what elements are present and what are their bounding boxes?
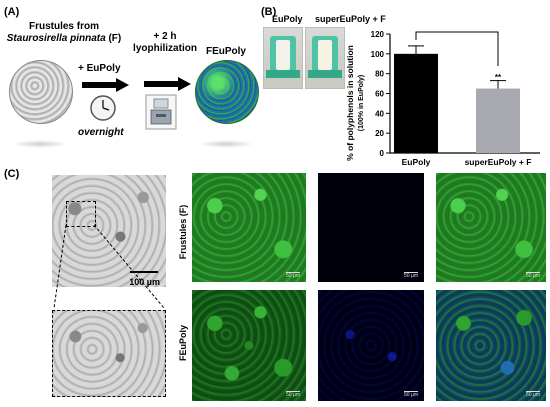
bar (476, 88, 520, 153)
scalebar-label: 50 µm (404, 392, 418, 398)
tubes-photo-left (263, 27, 303, 89)
frustules-abbrev: (F) (105, 33, 122, 44)
scalebar-label: 50 µm (526, 273, 540, 279)
y-tick-label: 0 (380, 149, 385, 158)
step1-time: overnight (78, 127, 124, 138)
y-tick-label: 40 (375, 109, 384, 118)
frustules-disc-image (9, 60, 73, 124)
scalebar (404, 391, 418, 392)
photo-label-right: superEuPoly + F (315, 14, 386, 24)
frustules-blue-channel: 50 µm (318, 173, 424, 282)
panel-a-label: (A) (4, 6, 20, 18)
panel-b-label: (B) (261, 6, 277, 18)
step2-label: + 2 h lyophilization (130, 31, 200, 55)
arrow-icon (144, 77, 191, 91)
frustules-green-channel: 50 µm (192, 173, 306, 282)
arrow-icon (82, 78, 129, 92)
feupoly-disc-image (195, 60, 259, 124)
species-name: Staurosirella pinnata (6, 33, 106, 44)
feupoly-disc-shadow (198, 140, 254, 148)
scalebar (286, 391, 300, 392)
brightfield-scalebar (130, 271, 158, 273)
y-tick-label: 60 (375, 90, 384, 99)
feupoly-merged-channel: 50 µm (436, 290, 546, 401)
significance-bracket (415, 31, 499, 66)
scalebar (526, 391, 540, 392)
brightfield-image: 100 µm (52, 175, 166, 287)
brightfield-zoom-image (52, 310, 166, 397)
scalebar-label: 50 µm (404, 273, 418, 279)
scalebar-label: 50 µm (526, 392, 540, 398)
scalebar-label: 50 µm (286, 392, 300, 398)
x-category-label: EuPoly (402, 157, 431, 167)
clock-icon (90, 95, 116, 121)
photo-label-left: EuPoly (272, 14, 303, 24)
y-tick-label: 100 (371, 50, 385, 59)
zoom-region-box (66, 201, 96, 227)
row1-label: Frustules (F) (178, 204, 188, 260)
scalebar (404, 272, 418, 273)
product-label: FEuPoly (205, 46, 246, 57)
frustules-disc-shadow (12, 140, 68, 148)
row2-label: FEuPoly (178, 324, 188, 362)
step2-time: + 2 h (153, 31, 177, 42)
feupoly-green-channel: 50 µm (192, 290, 306, 401)
step1-reagent: + EuPoly (78, 63, 121, 74)
significance-marker: ** (495, 73, 502, 82)
brightfield-scale-label: 100 µm (129, 277, 160, 287)
step2-process: lyophilization (133, 43, 197, 54)
scalebar (526, 272, 540, 273)
feupoly-blue-channel: 50 µm (318, 290, 424, 401)
y-tick-label: 20 (375, 129, 384, 138)
scalebar-label: 50 µm (286, 273, 300, 279)
y-tick-label: 80 (375, 70, 384, 79)
panel-c-label: (C) (4, 168, 20, 180)
bar (394, 53, 438, 154)
scalebar (286, 272, 300, 273)
tubes-photo-right (305, 27, 345, 89)
y-axis-label-line1: % of polyphenols in solution (345, 45, 355, 161)
zoom-guide-lines (53, 224, 165, 309)
frustules-title: Frustules from Staurosirella pinnata (F) (4, 21, 124, 45)
lyophilizer-icon (145, 94, 177, 130)
y-tick-label: 120 (371, 30, 385, 39)
frustules-title-line1: Frustules from (28, 21, 99, 32)
frustules-merged-channel: 50 µm (436, 173, 546, 282)
y-axis-label-line2: (100% in EuPoly) (358, 75, 365, 131)
x-category-label: superEuPoly + F (465, 157, 532, 167)
bar-chart: % of polyphenols in solution (100% in Eu… (345, 30, 540, 167)
